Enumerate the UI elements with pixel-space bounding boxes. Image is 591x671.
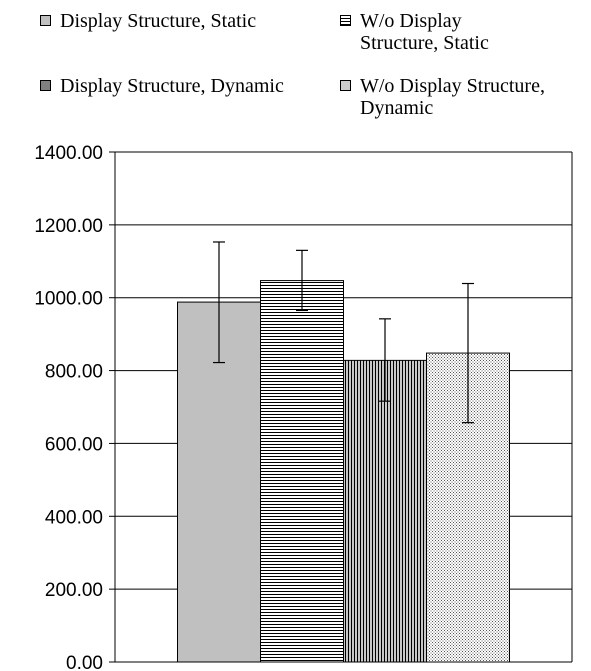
bar xyxy=(343,359,427,663)
legend-item-wo-display-static: W/o Display Structure, Static xyxy=(340,10,489,54)
y-tick-labels: 0.00 200.00 400.00 600.00 800.00 1000.00 1200.… xyxy=(34,143,103,671)
bar xyxy=(260,280,344,663)
legend-swatch-horizontal-lines xyxy=(340,15,351,26)
legend-label: Display Structure, Dynamic xyxy=(60,75,284,97)
y-tick-label: 1400.00 xyxy=(34,143,103,164)
legend-swatch-solid-dark-gray xyxy=(40,80,51,91)
legend-item-display-static: Display Structure, Static xyxy=(40,10,256,32)
legend-label-line: W/o Display xyxy=(360,10,462,32)
y-tick-label: 200.00 xyxy=(45,580,103,601)
legend-label: W/o Display Structure, Static xyxy=(360,10,489,54)
y-tick-label: 1200.00 xyxy=(34,216,103,237)
legend-item-wo-display-dynamic: W/o Display Structure, Dynamic xyxy=(340,75,545,119)
y-tick-label: 400.00 xyxy=(45,507,103,528)
legend-label: W/o Display Structure, Dynamic xyxy=(360,75,545,119)
y-tick-label: 0.00 xyxy=(66,653,103,671)
legend-label: Display Structure, Static xyxy=(60,10,257,32)
y-tick-label: 1000.00 xyxy=(34,289,103,310)
y-tick-label: 800.00 xyxy=(45,362,103,383)
legend-label-line: W/o Display Structure, xyxy=(360,75,545,97)
legend-swatch-dotted xyxy=(340,80,351,91)
y-tick-label: 600.00 xyxy=(45,434,103,455)
legend-label-line: Dynamic xyxy=(360,97,434,119)
error-bars xyxy=(213,241,474,424)
legend-item-display-dynamic: Display Structure, Dynamic xyxy=(40,75,284,97)
legend-swatch-solid-light-gray xyxy=(40,15,51,26)
legend-label-line: Structure, Static xyxy=(360,32,489,54)
axes xyxy=(109,151,573,663)
bars xyxy=(177,280,510,663)
